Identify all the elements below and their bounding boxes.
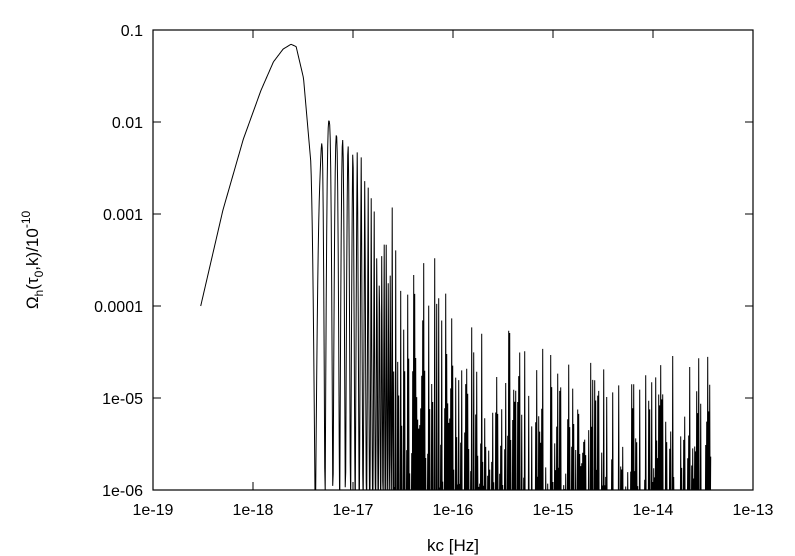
y-tick-label: 1e-06 — [102, 483, 143, 500]
y-axis: 1e-06 1e-05 0.0001 0.001 0.01 0.1 — [94, 23, 753, 500]
x-tick-label: 1e-16 — [433, 502, 474, 519]
y-axis-title-rest: ,k)/10 — [23, 228, 42, 271]
y-axis-title-sub-h: h — [32, 290, 46, 297]
y-axis-title-omega: Ω — [23, 296, 42, 309]
y-tick-label: 0.01 — [112, 115, 143, 132]
series-line — [200, 43, 712, 490]
y-axis-title: Ωh(τ0,k)/10-10 — [19, 210, 46, 309]
y-tick-label: 0.1 — [121, 23, 143, 40]
x-axis-title: kc [Hz] — [427, 536, 479, 555]
x-tick-label: 1e-17 — [333, 502, 374, 519]
x-tick-label: 1e-15 — [533, 502, 574, 519]
x-axis: 1e-19 1e-18 1e-17 1e-16 1e-15 1e-14 1e-13 — [133, 30, 774, 519]
x-tick-label: 1e-13 — [733, 502, 774, 519]
x-tick-label: 1e-14 — [633, 502, 674, 519]
x-tick-label: 1e-19 — [133, 502, 174, 519]
x-tick-label: 1e-18 — [233, 502, 274, 519]
y-tick-label: 1e-05 — [102, 391, 143, 408]
y-axis-title-exp: -10 — [19, 210, 33, 228]
y-tick-label: 0.0001 — [94, 299, 143, 316]
y-tick-label: 0.001 — [103, 207, 143, 224]
plot-area — [152, 29, 754, 491]
y-axis-title-mid: (τ — [23, 277, 42, 290]
y-axis-title-sub-0: 0 — [32, 270, 46, 277]
